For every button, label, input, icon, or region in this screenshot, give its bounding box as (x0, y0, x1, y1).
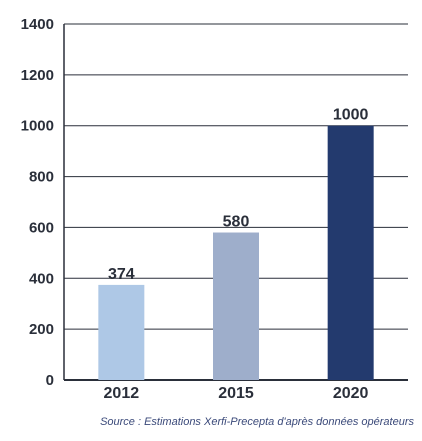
y-tick-label: 1400 (21, 16, 54, 33)
x-tick-label: 2012 (104, 385, 140, 402)
data-label: 1000 (333, 107, 369, 124)
y-tick-label: 600 (29, 219, 54, 236)
y-tick-label: 400 (29, 270, 54, 287)
data-label: 374 (108, 266, 135, 283)
y-tick-label: 1000 (21, 118, 54, 135)
y-tick-label: 200 (29, 321, 54, 338)
bar-2015 (213, 232, 259, 380)
data-label: 580 (223, 214, 250, 231)
y-tick-label: 1200 (21, 67, 54, 84)
y-tick-label: 0 (46, 372, 54, 389)
bars (98, 125, 374, 380)
source-note: Source : Estimations Xerfi-Precepta d'ap… (100, 416, 414, 428)
y-tick-label: 800 (29, 169, 54, 186)
x-tick-label: 2020 (333, 385, 369, 402)
bar-2012 (98, 284, 145, 380)
bar-2020 (327, 125, 374, 380)
x-tick-label: 2015 (218, 385, 254, 402)
labels: 0 200 400 600 800 1000 1200 1400 374 2012 580 2015 1… (21, 16, 369, 402)
